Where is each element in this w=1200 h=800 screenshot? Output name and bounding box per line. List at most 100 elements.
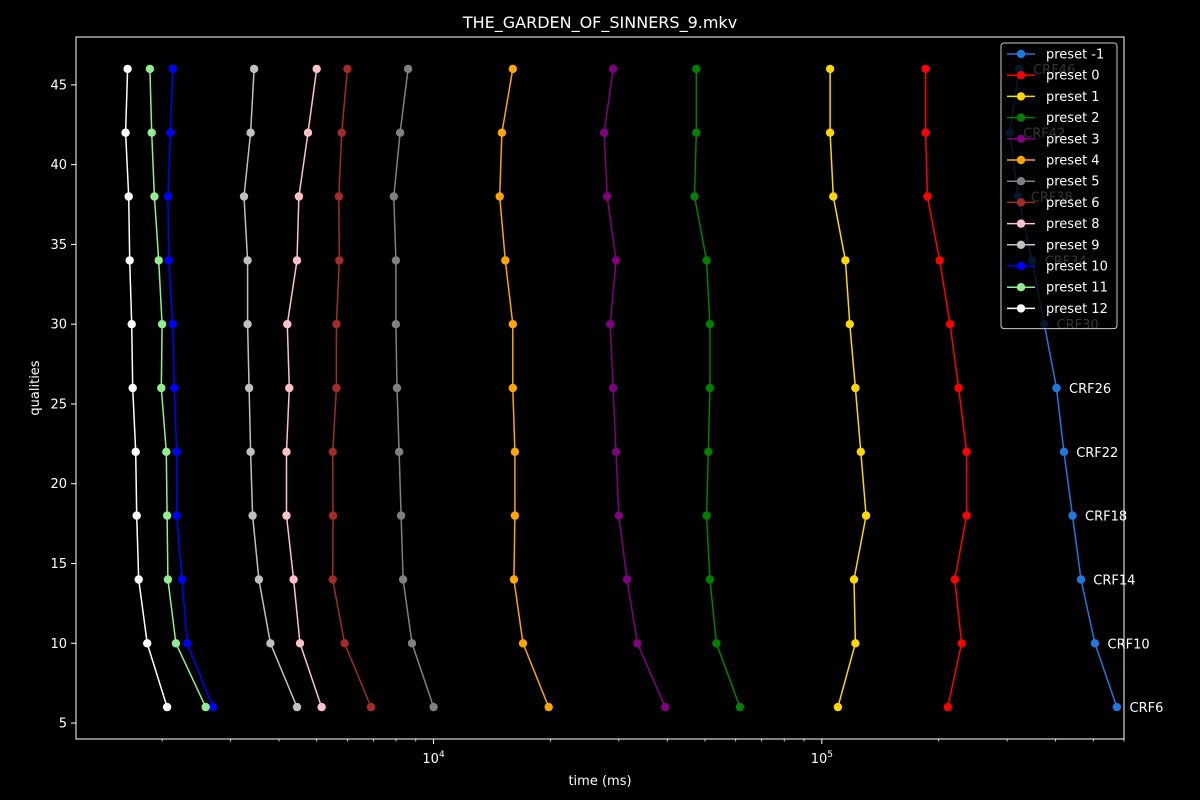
legend-label-7: preset 6: [1046, 196, 1100, 211]
series-point-2-8: [849, 575, 859, 584]
y-tick-label-4: 25: [50, 397, 67, 412]
legend-label-2: preset 1: [1046, 90, 1100, 105]
series-point-7-10: [366, 702, 376, 712]
series-point-3-8: [705, 575, 715, 584]
legend-label-8: preset 8: [1046, 217, 1100, 232]
series-point-9-8: [254, 575, 264, 584]
series-point-10-4: [168, 320, 177, 329]
legend-label-4: preset 3: [1046, 132, 1100, 147]
series-point-10-5: [170, 383, 179, 393]
series-point-6-4: [391, 320, 401, 329]
legend-item-5: preset 4: [1007, 154, 1100, 169]
series-point-5-2: [495, 192, 504, 201]
legend-item-8: preset 8: [1007, 217, 1100, 232]
series-point-8-1: [303, 128, 313, 137]
series-point-1-5: [954, 383, 963, 393]
series-point-0-6: [1059, 447, 1069, 456]
series-point-0-5: [1052, 383, 1061, 393]
series-point-10-6: [172, 447, 181, 456]
series-point-1-7: [962, 511, 971, 520]
series-point-11-10: [201, 702, 210, 712]
legend-item-12: preset 12: [1007, 302, 1108, 317]
series-point-2-0: [825, 64, 835, 74]
series-point-1-6: [962, 447, 971, 456]
series-point-9-4: [243, 320, 252, 329]
y-tick-label-7: 40: [50, 158, 67, 173]
series-point-3-5: [705, 383, 715, 393]
series-point-11-5: [157, 383, 166, 393]
y-tick-label-5: 30: [50, 318, 67, 333]
series-point-11-2: [150, 192, 159, 201]
legend-label-11: preset 11: [1046, 281, 1108, 296]
series-point-7-5: [332, 383, 341, 393]
series-point-11-3: [154, 256, 163, 265]
plot-frame: [75, 36, 1125, 740]
series-point-2-10: [833, 702, 843, 712]
series-point-5-3: [501, 256, 510, 265]
y-tick-label-2: 15: [50, 557, 67, 572]
y-axis-label: qualities: [28, 360, 43, 415]
series-point-9-0: [249, 64, 259, 74]
series-point-10-1: [166, 128, 175, 137]
series-point-10-10: [208, 702, 217, 712]
crf-annotation-7: CRF18: [1085, 510, 1127, 525]
legend-item-2: preset 1: [1007, 90, 1100, 105]
series-point-5-1: [497, 128, 507, 137]
legend-marker-5: [1016, 155, 1026, 165]
series-11: [145, 64, 210, 712]
crf-annotation-6: CRF22: [1076, 446, 1118, 461]
series-point-8-8: [289, 575, 298, 584]
series-point-4-9: [633, 639, 642, 648]
series-point-4-6: [611, 447, 621, 456]
series-point-12-5: [128, 383, 137, 393]
series-point-1-2: [923, 192, 932, 201]
series-point-0-9: [1090, 639, 1100, 648]
series-point-8-4: [283, 320, 292, 329]
series-point-11-9: [171, 639, 181, 648]
series-point-3-9: [712, 639, 721, 648]
series-point-6-0: [403, 64, 413, 74]
series-point-8-7: [282, 511, 291, 520]
series-point-5-8: [509, 575, 519, 584]
legend-marker-9: [1016, 240, 1026, 249]
crf-annotation-10: CRF6: [1130, 701, 1164, 716]
x-axis-label: time (ms): [568, 774, 631, 789]
legend-marker-7: [1016, 198, 1026, 207]
legend-item-6: preset 5: [1007, 175, 1100, 190]
series-point-1-8: [950, 575, 959, 584]
chart-title: THE_GARDEN_OF_SINNERS_9.mkv: [462, 13, 737, 33]
series-point-5-6: [510, 447, 520, 456]
series-point-4-1: [599, 128, 609, 137]
legend-label-6: preset 5: [1046, 175, 1100, 190]
legend-marker-0: [1016, 49, 1026, 59]
y-tick-label-3: 20: [50, 477, 67, 492]
legend-label-1: preset 0: [1046, 69, 1100, 84]
series-point-5-9: [518, 639, 528, 648]
series-point-4-0: [608, 64, 618, 74]
legend-label-10: preset 10: [1046, 260, 1108, 275]
series-point-9-2: [239, 192, 249, 201]
series-point-11-4: [157, 320, 167, 329]
legend-label-9: preset 9: [1046, 238, 1100, 253]
series-point-2-4: [845, 320, 854, 329]
series-point-4-10: [661, 702, 670, 712]
series-point-7-8: [328, 575, 337, 584]
series-point-6-7: [396, 511, 406, 520]
series-point-3-4: [705, 320, 715, 329]
series-point-12-6: [131, 447, 140, 456]
series-point-9-3: [243, 256, 252, 265]
series-9: [239, 64, 302, 712]
y-tick-label-8: 45: [50, 78, 67, 93]
series-point-5-7: [510, 511, 520, 520]
series-point-10-8: [177, 575, 187, 584]
series-point-8-5: [285, 383, 294, 393]
series-point-4-2: [603, 192, 612, 201]
series-point-7-7: [328, 511, 338, 520]
series-point-7-0: [343, 64, 352, 74]
series-point-11-6: [162, 447, 171, 456]
series-point-8-6: [282, 447, 291, 456]
series-point-6-9: [407, 639, 417, 648]
series-point-8-9: [295, 639, 305, 648]
series-point-11-8: [163, 575, 173, 584]
